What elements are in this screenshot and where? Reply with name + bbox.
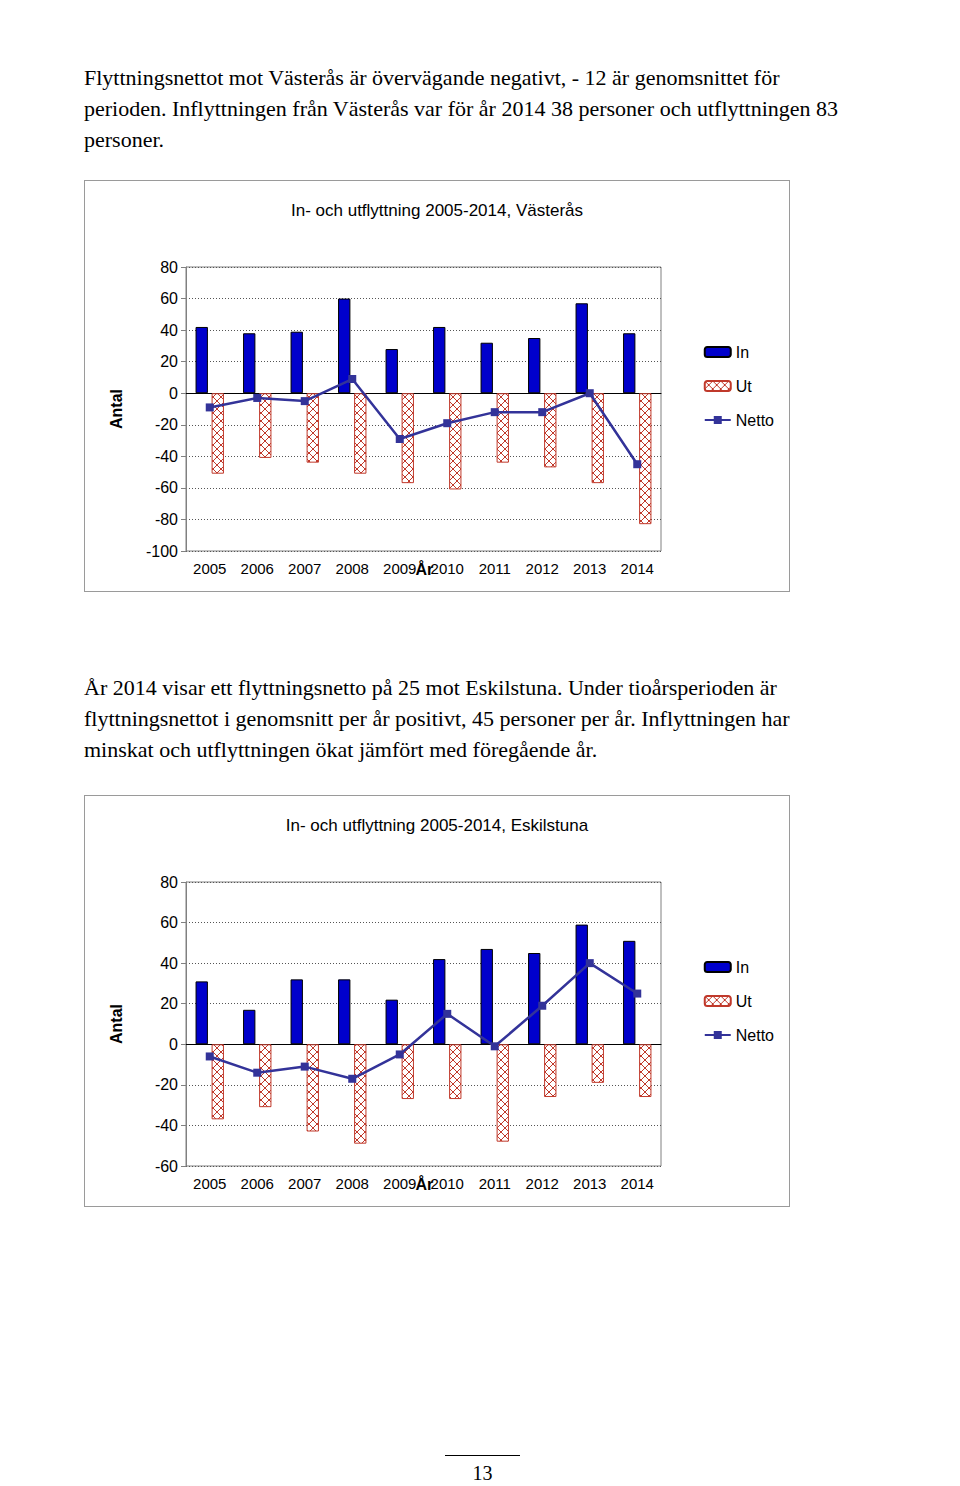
- svg-text:2006: 2006: [241, 1175, 274, 1192]
- svg-text:2014: 2014: [621, 560, 654, 577]
- svg-text:2005: 2005: [193, 560, 226, 577]
- svg-text:20: 20: [160, 995, 178, 1012]
- svg-text:2006: 2006: [241, 560, 274, 577]
- svg-text:2009: 2009: [383, 1175, 416, 1192]
- html-text:Flyttningsnettot mot Västerås: Flyttningsnettot mot Västerås är överväg…: [84, 65, 839, 152]
- svg-text:Ut: Ut: [736, 993, 753, 1010]
- svg-text:2012: 2012: [526, 1175, 559, 1192]
- svg-text:In: In: [736, 959, 749, 976]
- html-text:År 2014 visar ett flyttningsne: År 2014 visar ett flyttningsnetto på 25 …: [84, 675, 790, 762]
- svg-text:0: 0: [169, 385, 178, 402]
- svg-text:2013: 2013: [573, 560, 606, 577]
- svg-text:Ut: Ut: [736, 378, 753, 395]
- svg-text:-80: -80: [155, 511, 178, 528]
- svg-text:-20: -20: [155, 1076, 178, 1093]
- svg-text:60: 60: [160, 290, 178, 307]
- svg-text:2013: 2013: [573, 1175, 606, 1192]
- svg-text:40: 40: [160, 955, 178, 972]
- svg-text:2010: 2010: [431, 1175, 464, 1192]
- svg-text:0: 0: [169, 1036, 178, 1053]
- svg-text:2010: 2010: [431, 560, 464, 577]
- svg-text:2008: 2008: [336, 1175, 369, 1192]
- svg-text:In: In: [736, 344, 749, 361]
- svg-text:In- och utflyttning 2005-2014,: In- och utflyttning 2005-2014, Eskilstun…: [286, 816, 589, 835]
- svg-text:Antal: Antal: [108, 389, 125, 429]
- svg-text:-40: -40: [155, 1117, 178, 1134]
- svg-text:40: 40: [160, 322, 178, 339]
- svg-text:2005: 2005: [193, 1175, 226, 1192]
- svg-text:-60: -60: [155, 1158, 178, 1175]
- svg-text:-40: -40: [155, 448, 178, 465]
- svg-text:80: 80: [160, 259, 178, 276]
- svg-text:2011: 2011: [479, 1175, 511, 1192]
- html-text:13: 13: [472, 1462, 493, 1484]
- svg-text:År: År: [415, 1175, 434, 1193]
- svg-text:2007: 2007: [288, 560, 321, 577]
- svg-text:-100: -100: [146, 543, 178, 560]
- svg-text:2014: 2014: [621, 1175, 654, 1192]
- svg-text:2012: 2012: [526, 560, 559, 577]
- svg-text:Antal: Antal: [108, 1004, 125, 1044]
- svg-text:Netto: Netto: [736, 1027, 774, 1044]
- svg-text:2008: 2008: [336, 560, 369, 577]
- svg-text:Netto: Netto: [736, 412, 774, 429]
- svg-text:-60: -60: [155, 479, 178, 496]
- svg-text:2009: 2009: [383, 560, 416, 577]
- svg-text:2007: 2007: [288, 1175, 321, 1192]
- svg-text:År: År: [415, 560, 434, 578]
- svg-text:80: 80: [160, 874, 178, 891]
- svg-text:20: 20: [160, 353, 178, 370]
- svg-text:-20: -20: [155, 416, 178, 433]
- svg-text:2011: 2011: [479, 560, 511, 577]
- svg-text:In- och utflyttning 2005-2014,: In- och utflyttning 2005-2014, Västerås: [291, 201, 583, 220]
- svg-text:60: 60: [160, 914, 178, 931]
